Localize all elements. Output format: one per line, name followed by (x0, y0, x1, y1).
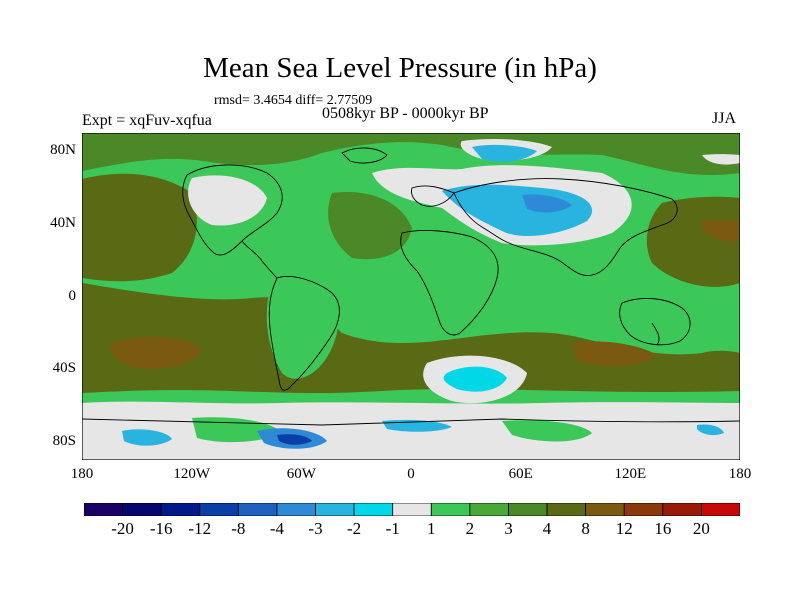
south-atlantic-blue (443, 366, 507, 392)
colorbar-swatch (276, 503, 316, 516)
colorbar-tick-label: -8 (231, 519, 246, 538)
stats-label: rmsd= 3.4654 diff= 2.77509 (214, 93, 373, 108)
north-pacific-brown-east (646, 196, 740, 287)
colorbar-tick-label: 2 (465, 519, 475, 538)
colorbar-swatch (160, 503, 201, 516)
x-tick-label: 60W (286, 466, 316, 482)
x-tick-label: 180 (70, 466, 94, 482)
colorbar-tick-label: -2 (347, 519, 362, 538)
y-tick-label: 0 (68, 287, 77, 304)
coastlines (82, 147, 740, 426)
antarctic-blue-west (122, 429, 172, 446)
pacific-white (702, 154, 740, 165)
y-tick-label: 80S (52, 432, 76, 449)
antarctic-blue-far-east (697, 424, 724, 436)
southern-brown-band (82, 283, 740, 394)
colorbar-swatch (701, 503, 740, 516)
x-tick-label: 120W (173, 466, 210, 482)
y-tick-label: 40S (52, 360, 76, 377)
colorbar-swatch (546, 503, 587, 516)
colorbar-swatch (508, 503, 548, 516)
x-tick-label: 0 (407, 466, 415, 482)
colorbar-swatch (199, 503, 239, 516)
north-olive-band (82, 133, 740, 176)
colorbar-tick-label: 12 (615, 519, 633, 538)
colorbar-tick-label: 20 (692, 519, 710, 538)
colorbar-swatch (623, 503, 664, 516)
colorbar-tick-label: -4 (269, 519, 285, 538)
colorbar-swatch (585, 503, 625, 516)
south-indian-deep-brown (572, 341, 657, 367)
north-america-white (188, 175, 267, 226)
colorbar-tick-label: 3 (504, 519, 513, 538)
north-pacific-brown (82, 173, 197, 282)
y-tick-label: 80N (50, 142, 76, 159)
antarctic-deep-blue (277, 434, 312, 445)
colorbar-swatch (662, 503, 702, 516)
pressure-map (82, 133, 740, 460)
north-pacific-deep-brown (700, 219, 740, 242)
colorbar-tick-label: 1 (427, 519, 436, 538)
colorbar-swatch (430, 503, 471, 516)
colorbar-tick-label: -3 (308, 519, 323, 538)
colorbar-swatch (237, 503, 278, 516)
colorbar-tick-label: 8 (581, 519, 590, 538)
colorbar-tick-label: 4 (542, 519, 552, 538)
season-label: JJA (712, 110, 737, 127)
colorbar-tick-label: -12 (188, 519, 212, 538)
colorbar-tick-label: -16 (149, 519, 173, 538)
south-pacific-deep-brown (110, 336, 202, 369)
colorbar-tick-label: -1 (385, 519, 400, 538)
colorbar-swatch (84, 503, 123, 516)
south-america-green (266, 280, 338, 379)
subtitle: 0508kyr BP - 0000kyr BP (322, 105, 489, 122)
colorbar-swatch (469, 503, 509, 516)
experiment-label: Expt = xqFuv-xqfua (82, 112, 212, 129)
chart-title: Mean Sea Level Pressure (in hPa) (203, 52, 597, 84)
colorbar-tick-label: -20 (111, 519, 134, 538)
x-tick-label: 120E (614, 466, 647, 482)
australia-green (613, 289, 697, 346)
colorbar-swatch (392, 503, 432, 516)
colorbar-swatch (315, 503, 355, 516)
colorbar-swatch (353, 503, 394, 516)
colorbar (84, 503, 740, 516)
atlantic-north-olive (328, 192, 412, 260)
arctic-blue (472, 144, 537, 162)
y-tick-label: 40N (50, 214, 76, 231)
colorbar-tick-label: 16 (654, 519, 672, 538)
colorbar-swatch (122, 503, 162, 516)
x-tick-label: 180 (728, 466, 752, 482)
x-tick-label: 60E (508, 466, 533, 482)
eurasia-mid-blue (522, 194, 572, 213)
antarctic-green-gap-2 (502, 420, 592, 442)
